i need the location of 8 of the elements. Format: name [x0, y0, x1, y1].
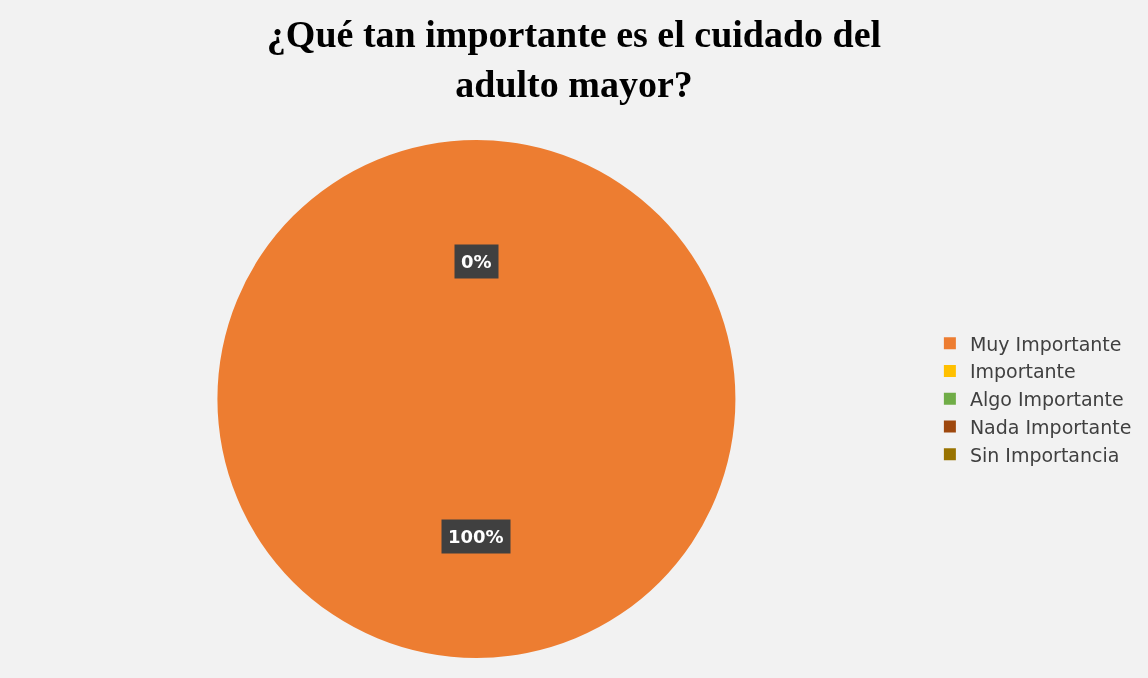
- legend-label: Sin Importancia: [969, 443, 1120, 466]
- legend-label: Importante: [969, 360, 1076, 383]
- legend-label: Nada Importante: [969, 415, 1132, 438]
- legend-label: Muy Importante: [969, 332, 1122, 355]
- chart-title: ¿Qué tan importante es el cuidado del adulto mayor?: [266, 13, 882, 105]
- data-label: 100%: [448, 526, 504, 547]
- text: 0%: [461, 251, 492, 272]
- legend-label: Algo Importante: [969, 388, 1124, 411]
